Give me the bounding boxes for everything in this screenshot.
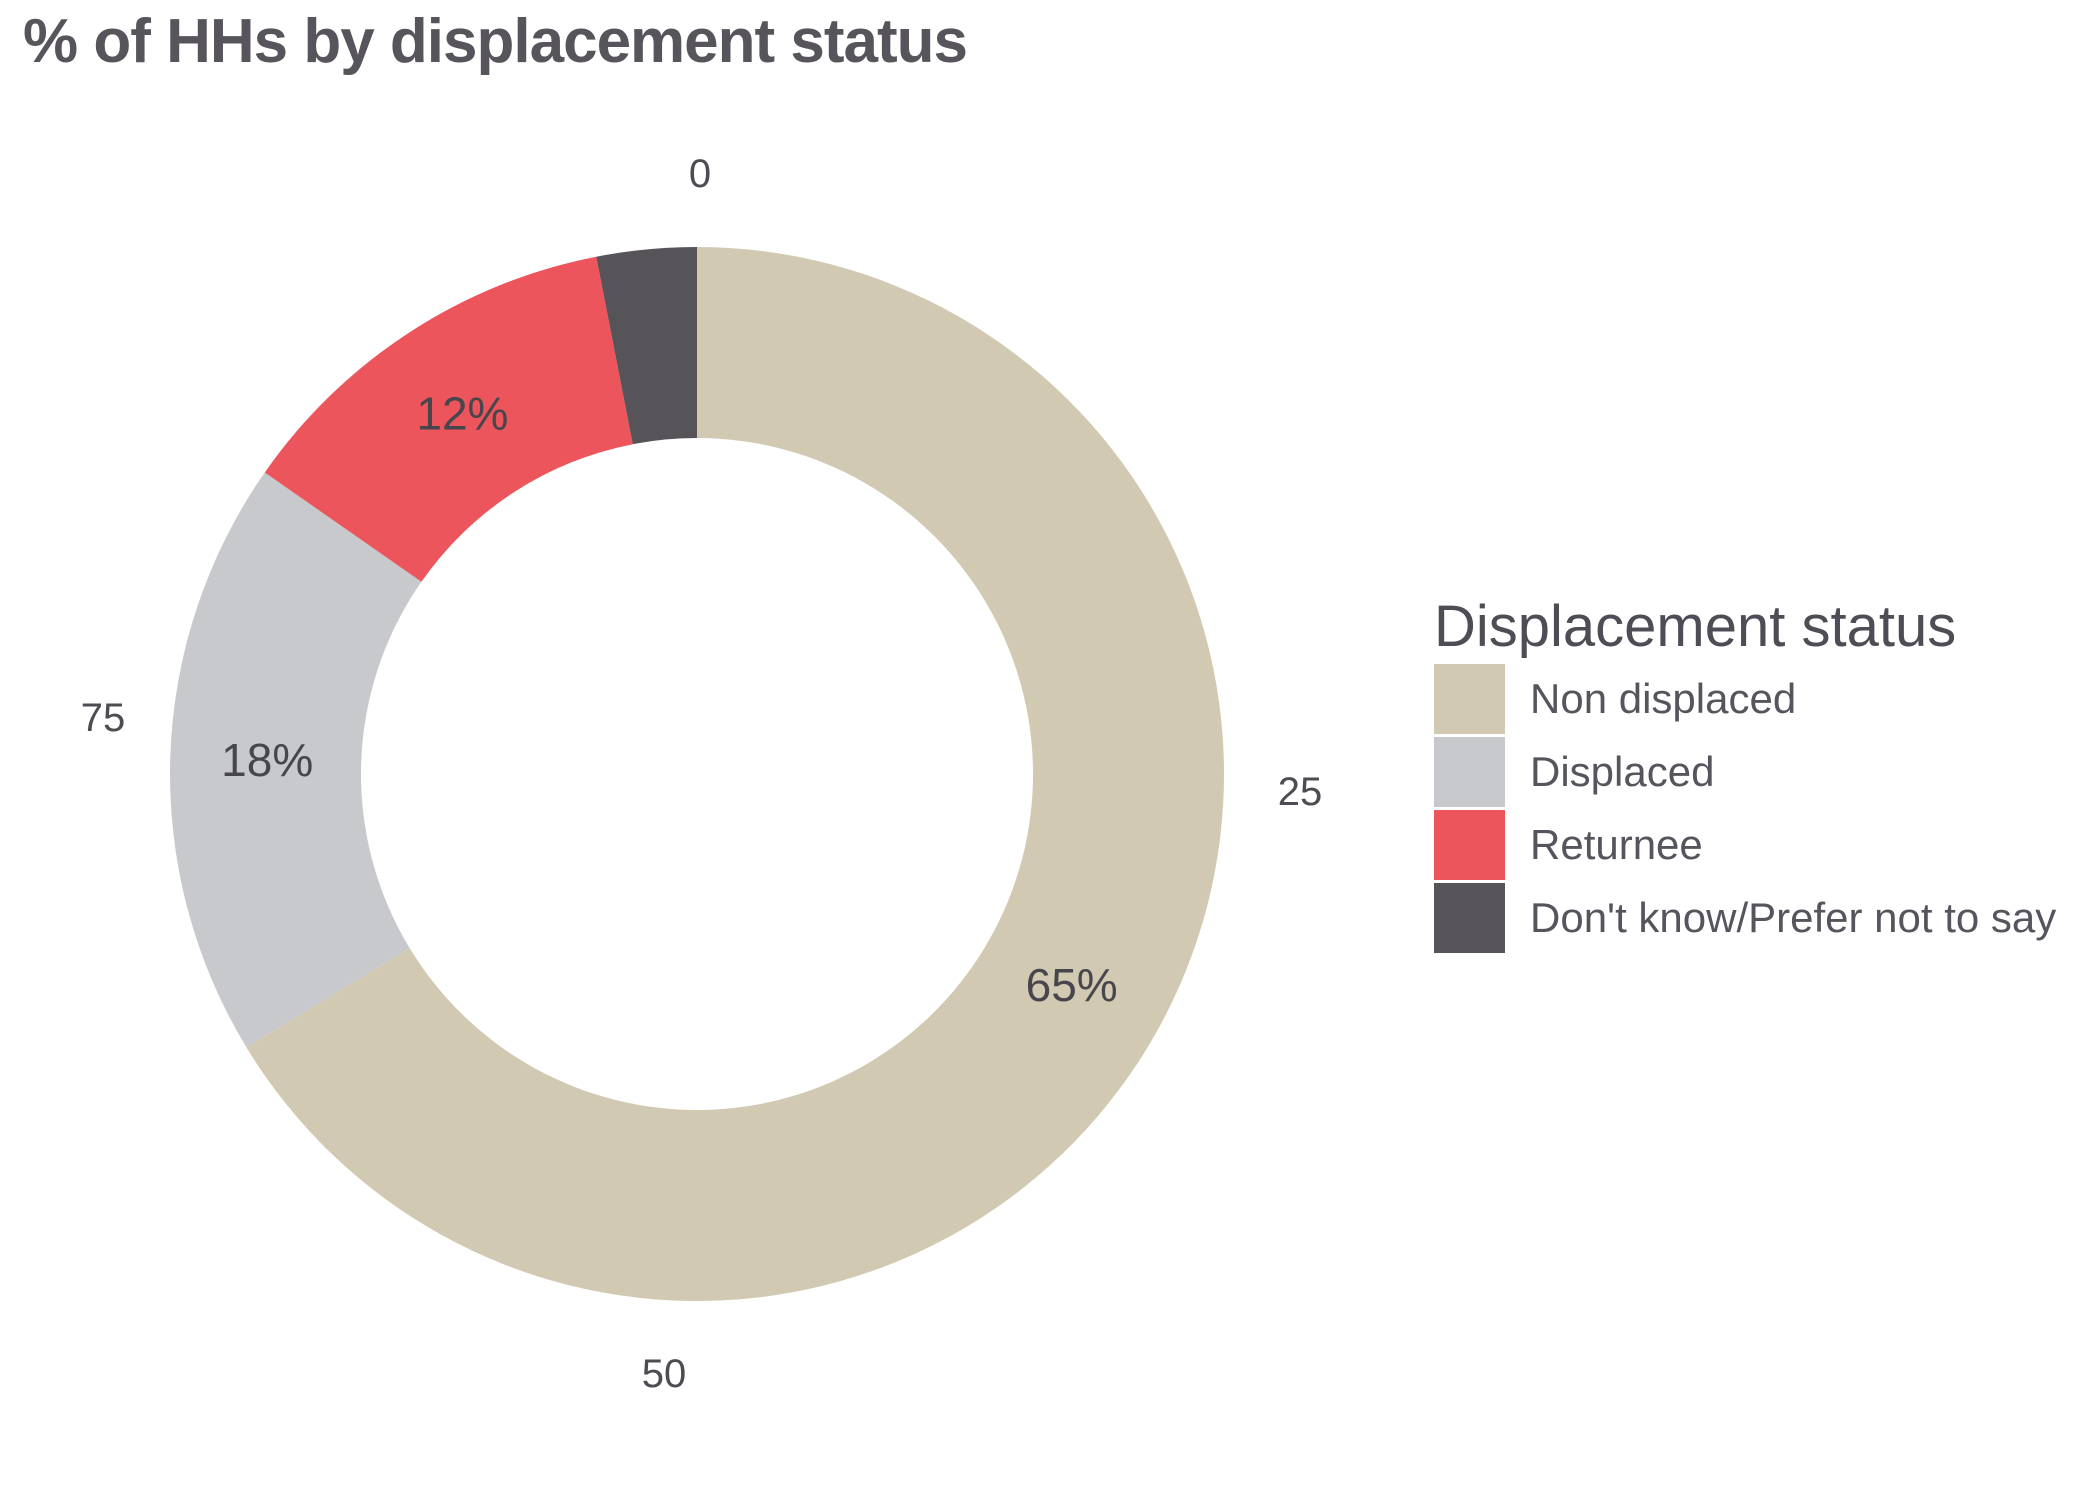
chart-title: % of HHs by displacement status <box>23 7 968 76</box>
legend-swatch-don-t-know-prefer-not-to-say <box>1434 882 1505 953</box>
legend-item-non-displaced[interactable]: Non displaced <box>1434 663 2098 734</box>
donut-slice-non-displaced[interactable] <box>246 247 1224 1301</box>
axis-tick-75: 75 <box>81 696 126 740</box>
legend-title: Displacement status <box>1434 594 1957 659</box>
donut-slice-don-t-know-prefer-not-to-say[interactable] <box>596 247 697 445</box>
legend-items: Non displaced Displaced Returnee Don't know… <box>1434 663 2098 953</box>
donut-slice-displaced[interactable] <box>169 472 422 1048</box>
legend-item-label: Non displaced <box>1530 674 1797 722</box>
donut-slice-returnee[interactable] <box>264 256 633 582</box>
legend-item-label: Don't know/Prefer not to say <box>1530 893 2057 941</box>
legend-item-returnee[interactable]: Returnee <box>1434 809 2098 880</box>
slice-label-displaced: 18% <box>221 734 313 786</box>
legend-swatch-displaced <box>1434 736 1505 807</box>
legend-item-label: Displaced <box>1530 747 1715 795</box>
slice-label-returnee: 12% <box>416 388 508 440</box>
legend-item-label: Returnee <box>1530 820 1703 868</box>
legend-swatch-non-displaced <box>1434 663 1505 734</box>
axis-tick-25: 25 <box>1278 770 1323 814</box>
legend: Displacement status Non displaced Displac… <box>1434 592 2098 956</box>
legend-swatch-returnee <box>1434 809 1505 880</box>
legend-item-displaced[interactable]: Displaced <box>1434 736 2098 807</box>
slice-label-non-displaced: 65% <box>1026 959 1118 1011</box>
legend-item-don-t-know-prefer-not-to-say[interactable]: Don't know/Prefer not to say <box>1434 882 2098 953</box>
axis-tick-50: 50 <box>642 1352 687 1396</box>
axis-tick-0: 0 <box>689 152 711 196</box>
